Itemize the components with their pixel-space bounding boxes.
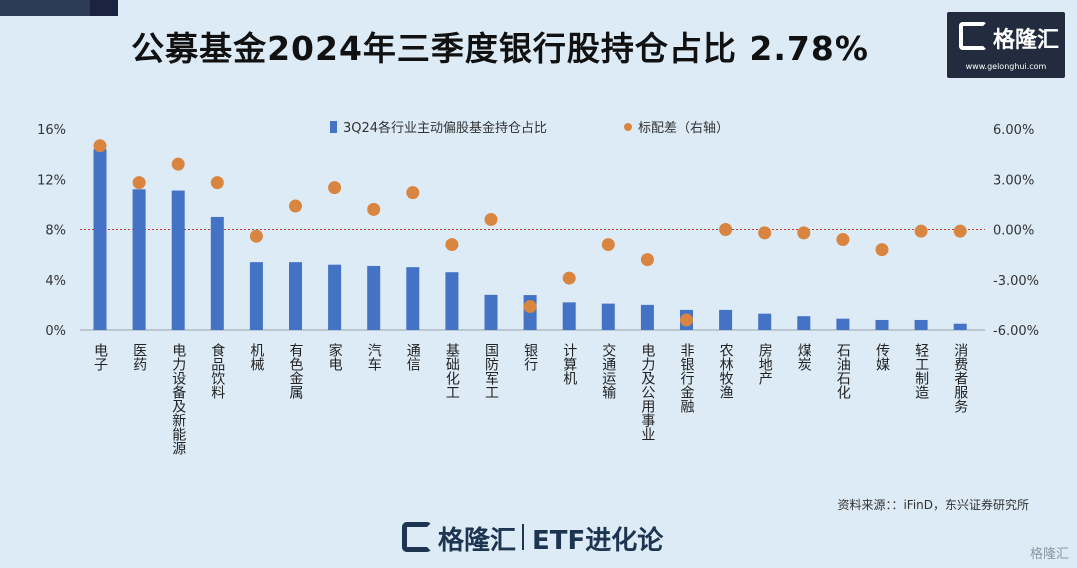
legend-dot-label: 标配差（右轴） bbox=[638, 121, 729, 136]
page-title: 公募基金2024年三季度银行股持仓占比 2.78% bbox=[131, 29, 869, 68]
bar bbox=[406, 267, 420, 330]
x-tick-label: 医药 bbox=[131, 343, 147, 371]
brand-logo: 格隆汇 www.gelonghui.com bbox=[947, 12, 1065, 78]
bar bbox=[367, 265, 381, 330]
x-tick-label: 石油石化 bbox=[835, 343, 851, 400]
y-left-tick-label: 0% bbox=[45, 324, 66, 339]
footer-divider bbox=[522, 524, 524, 550]
scatter-point bbox=[445, 238, 459, 252]
x-tick-label: 汽车 bbox=[366, 343, 382, 371]
y-left-tick-label: 16% bbox=[37, 123, 66, 138]
logo-url-text: www.gelonghui.com bbox=[965, 62, 1047, 71]
y-right-tick-label: 6.00% bbox=[993, 123, 1034, 138]
bar bbox=[484, 294, 498, 330]
x-tick-label: 计算机 bbox=[561, 343, 577, 386]
bar bbox=[640, 304, 654, 330]
scatter-point bbox=[171, 157, 185, 171]
x-tick-label: 家电 bbox=[327, 342, 343, 371]
footer-etf-label: ETF进化论 bbox=[532, 526, 664, 556]
scatter-point bbox=[758, 226, 772, 240]
logo-brand-text: 格隆汇 bbox=[993, 28, 1060, 53]
y-right-tick-label: 3.00% bbox=[993, 173, 1034, 188]
y-right-tick-label: 0.00% bbox=[993, 224, 1034, 239]
bar bbox=[836, 318, 850, 330]
scatter-point bbox=[249, 229, 263, 243]
scatter-point bbox=[210, 176, 224, 190]
scatter-point bbox=[367, 202, 381, 216]
source-note: 资料来源：：iFinD，东兴证券研究所 bbox=[837, 498, 1029, 512]
footer-brand-text: 格隆汇 bbox=[438, 526, 517, 556]
bar bbox=[562, 302, 576, 330]
x-tick-label: 农林牧渔 bbox=[718, 343, 734, 399]
bar bbox=[289, 262, 302, 330]
x-tick-label: 轻工制造 bbox=[913, 343, 929, 400]
scatter-point bbox=[484, 212, 498, 226]
scatter-point bbox=[836, 233, 850, 247]
x-tick-label: 机械 bbox=[248, 343, 264, 371]
bar bbox=[797, 316, 811, 330]
bar bbox=[132, 189, 146, 330]
bar bbox=[875, 319, 889, 330]
x-tick-label: 传媒 bbox=[874, 343, 890, 371]
y-left-tick-label: 8% bbox=[45, 224, 66, 239]
scatter-point bbox=[797, 226, 811, 240]
legend-bar-label: 3Q24各行业主动偏股基金持仓占比 bbox=[343, 120, 547, 136]
footer-g-icon bbox=[402, 522, 432, 552]
logo-g-icon bbox=[959, 22, 987, 50]
scatter-point bbox=[875, 243, 889, 257]
x-tick-label: 消费者服务 bbox=[952, 343, 968, 413]
x-tick-label: 国防军工 bbox=[483, 343, 499, 399]
scatter-point bbox=[523, 300, 537, 314]
scatter-point bbox=[719, 223, 733, 236]
bar bbox=[93, 149, 107, 330]
scatter-point bbox=[953, 224, 967, 238]
scatter-point bbox=[601, 238, 615, 252]
scatter-point bbox=[562, 271, 576, 285]
scatter-point bbox=[406, 186, 420, 200]
y-left-tick-label: 4% bbox=[45, 274, 66, 289]
bar bbox=[719, 309, 733, 330]
legend-dot-swatch bbox=[624, 123, 632, 131]
x-tick-label: 银行 bbox=[522, 343, 538, 372]
y-right-tick-label: -6.00% bbox=[993, 324, 1039, 339]
x-tick-label: 电力设备及新能源 bbox=[170, 343, 186, 455]
scatter-point bbox=[914, 224, 928, 238]
watermark-text: 格隆汇 bbox=[1029, 547, 1069, 562]
bar bbox=[601, 303, 615, 330]
y-right-tick-label: -3.00% bbox=[993, 274, 1039, 289]
scatter-point bbox=[289, 199, 302, 213]
x-tick-label: 有色金属 bbox=[288, 343, 304, 399]
scatter-point bbox=[328, 181, 342, 195]
bar bbox=[758, 313, 772, 330]
x-tick-label: 电子 bbox=[92, 343, 108, 371]
x-tick-label: 食品饮料 bbox=[209, 342, 225, 399]
bar bbox=[249, 262, 263, 330]
bar bbox=[328, 264, 342, 330]
x-tick-label: 煤炭 bbox=[796, 343, 812, 371]
scatter-point bbox=[132, 176, 146, 190]
bar bbox=[445, 272, 459, 330]
x-tick-label: 交通运输 bbox=[600, 342, 616, 399]
bar bbox=[914, 319, 928, 330]
corner-decoration bbox=[0, 0, 118, 16]
x-tick-label: 基础化工 bbox=[444, 342, 460, 399]
x-tick-label: 非银行金融 bbox=[679, 343, 695, 413]
scatter-point bbox=[680, 313, 693, 327]
scatter-point bbox=[93, 139, 107, 153]
y-left-tick-label: 12% bbox=[37, 173, 66, 188]
scatter-point bbox=[640, 253, 654, 267]
x-tick-label: 通信 bbox=[405, 343, 421, 371]
legend-bar-swatch bbox=[330, 121, 337, 133]
bar bbox=[210, 216, 224, 330]
x-tick-label: 房地产 bbox=[757, 343, 773, 386]
bar bbox=[953, 323, 967, 330]
x-tick-label: 电力及公用事业 bbox=[639, 343, 655, 441]
bar bbox=[171, 190, 185, 330]
